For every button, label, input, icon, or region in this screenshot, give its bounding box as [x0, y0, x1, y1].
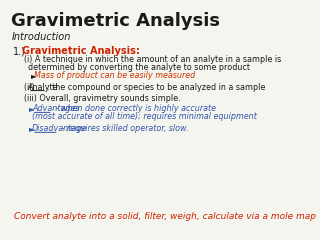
Text: Disadvantage: Disadvantage	[32, 124, 87, 133]
Text: Gravimetric Analysis: Gravimetric Analysis	[12, 12, 220, 30]
Text: ►: ►	[29, 124, 35, 133]
Text: ►: ►	[31, 71, 37, 80]
Text: Mass of product can be easily measured: Mass of product can be easily measured	[34, 71, 195, 80]
Text: : the compound or species to be analyzed in a sample: : the compound or species to be analyzed…	[47, 83, 265, 91]
Text: - when done correctly is highly accurate: - when done correctly is highly accurate	[53, 104, 216, 113]
Text: 1.): 1.)	[13, 47, 26, 56]
Text: Convert analyte into a solid, filter, weigh, calculate via a mole map: Convert analyte into a solid, filter, we…	[14, 212, 316, 221]
Text: ►: ►	[29, 104, 35, 113]
Text: Introduction: Introduction	[12, 32, 71, 42]
Text: Analyte: Analyte	[28, 83, 59, 91]
Text: - requires skilled operator, slow.: - requires skilled operator, slow.	[59, 124, 188, 133]
Text: (i) A technique in which the amount of an analyte in a sample is: (i) A technique in which the amount of a…	[24, 55, 281, 65]
Text: Gravimetric Analysis:: Gravimetric Analysis:	[22, 47, 140, 56]
Text: Advantages: Advantages	[32, 104, 79, 113]
Text: (ii): (ii)	[24, 83, 37, 91]
Text: (iii) Overall, gravimetry sounds simple.: (iii) Overall, gravimetry sounds simple.	[24, 94, 180, 103]
Text: (most accurate of all time); requires minimal equipment: (most accurate of all time); requires mi…	[32, 112, 257, 121]
Text: determined by converting the analyte to some product: determined by converting the analyte to …	[28, 63, 250, 72]
